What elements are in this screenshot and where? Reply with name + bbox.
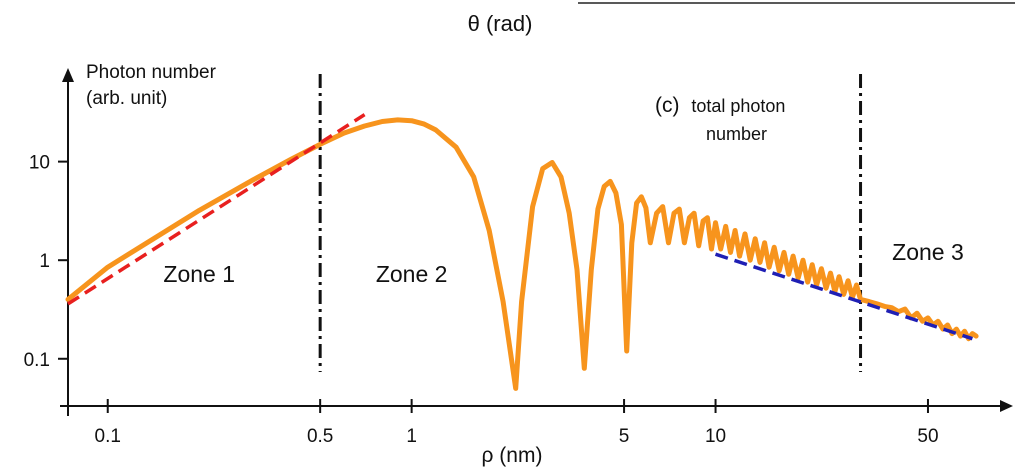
zone-label-1: Zone 1	[163, 261, 235, 287]
photon-number-curve	[65, 117, 979, 391]
panel-label: (c) total photon	[655, 94, 785, 117]
x-tick-label-3: 1	[406, 426, 417, 447]
axis-ticks: 0.1 0.5 1 5 10 50 0.1 1 10	[24, 153, 939, 447]
dashed-fit-line-2	[714, 252, 973, 341]
y-tick-label-1: 0.1	[24, 350, 50, 371]
x-tick-label-4: 5	[619, 426, 630, 447]
x-tick-label-1: 0.1	[95, 426, 121, 447]
x-axis-title: ρ (nm)	[482, 444, 543, 467]
y-tick-label-3: 10	[29, 153, 50, 174]
y-tick-label-2: 1	[39, 251, 50, 272]
panel-label-text-line-2: number	[706, 124, 767, 144]
top-label: θ (rad)	[468, 11, 533, 36]
zone-label-2: Zone 2	[376, 261, 448, 287]
panel-label-text-line-1: total photon	[691, 96, 785, 116]
x-tick-label-6: 50	[917, 426, 938, 447]
zone-labels: Zone 1 Zone 2 Zone 3	[163, 239, 963, 287]
x-tick-label-2: 0.5	[307, 426, 333, 447]
x-axis-arrow	[1000, 400, 1013, 412]
series-layer	[65, 113, 979, 391]
y-axis-title: Photon number (arb. unit)	[86, 62, 221, 109]
y-axis-title-line-1: Photon number	[86, 62, 217, 83]
zone-label-3: Zone 3	[892, 239, 964, 265]
panel-label-letter: (c)	[655, 94, 680, 117]
zone-boundaries	[318, 74, 863, 372]
x-tick-label-5: 10	[705, 426, 726, 447]
y-axis-title-line-2: (arb. unit)	[86, 88, 167, 109]
y-axis-arrow	[62, 68, 74, 82]
